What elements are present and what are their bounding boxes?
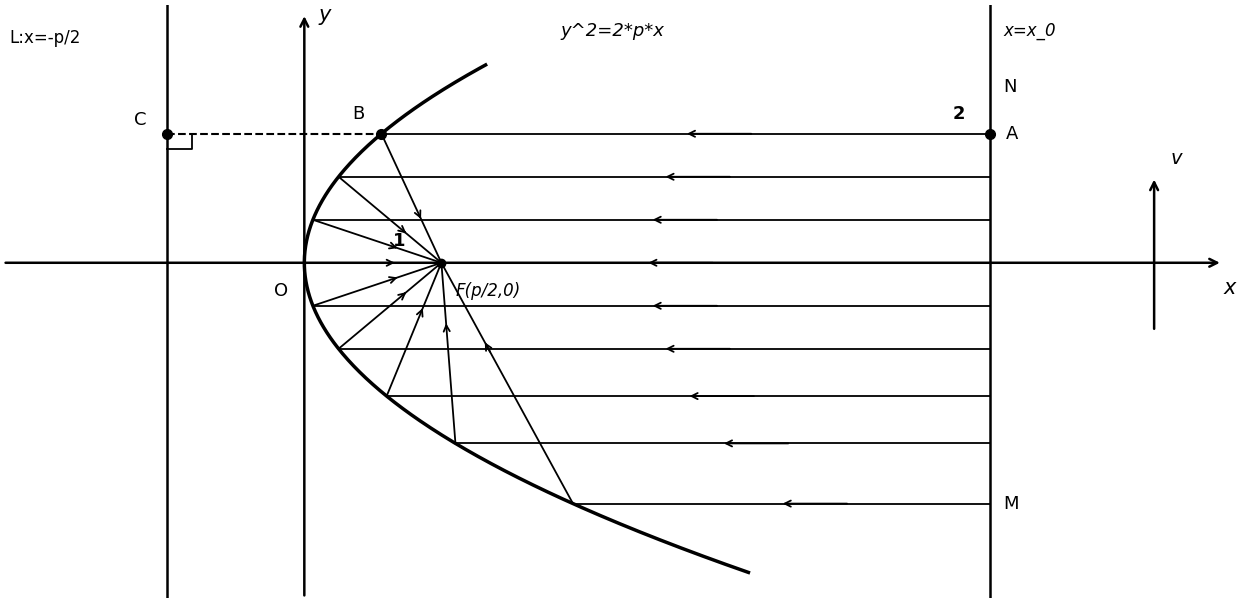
Text: y^2=2*p*x: y^2=2*p*x bbox=[560, 22, 665, 40]
Text: O: O bbox=[274, 282, 288, 300]
Text: A: A bbox=[1006, 125, 1018, 143]
Text: M: M bbox=[1003, 495, 1019, 513]
Text: y: y bbox=[317, 5, 330, 25]
Text: 2: 2 bbox=[952, 105, 965, 123]
Text: x=x_0: x=x_0 bbox=[1003, 22, 1056, 40]
Text: L:x=-p/2: L:x=-p/2 bbox=[10, 29, 81, 47]
Text: x: x bbox=[1224, 278, 1236, 298]
Text: B: B bbox=[352, 105, 365, 123]
Text: 1: 1 bbox=[393, 232, 405, 250]
Text: F(p/2,0): F(p/2,0) bbox=[455, 282, 521, 300]
Text: v: v bbox=[1171, 149, 1182, 168]
Text: C: C bbox=[134, 111, 146, 129]
Text: N: N bbox=[1003, 78, 1017, 96]
